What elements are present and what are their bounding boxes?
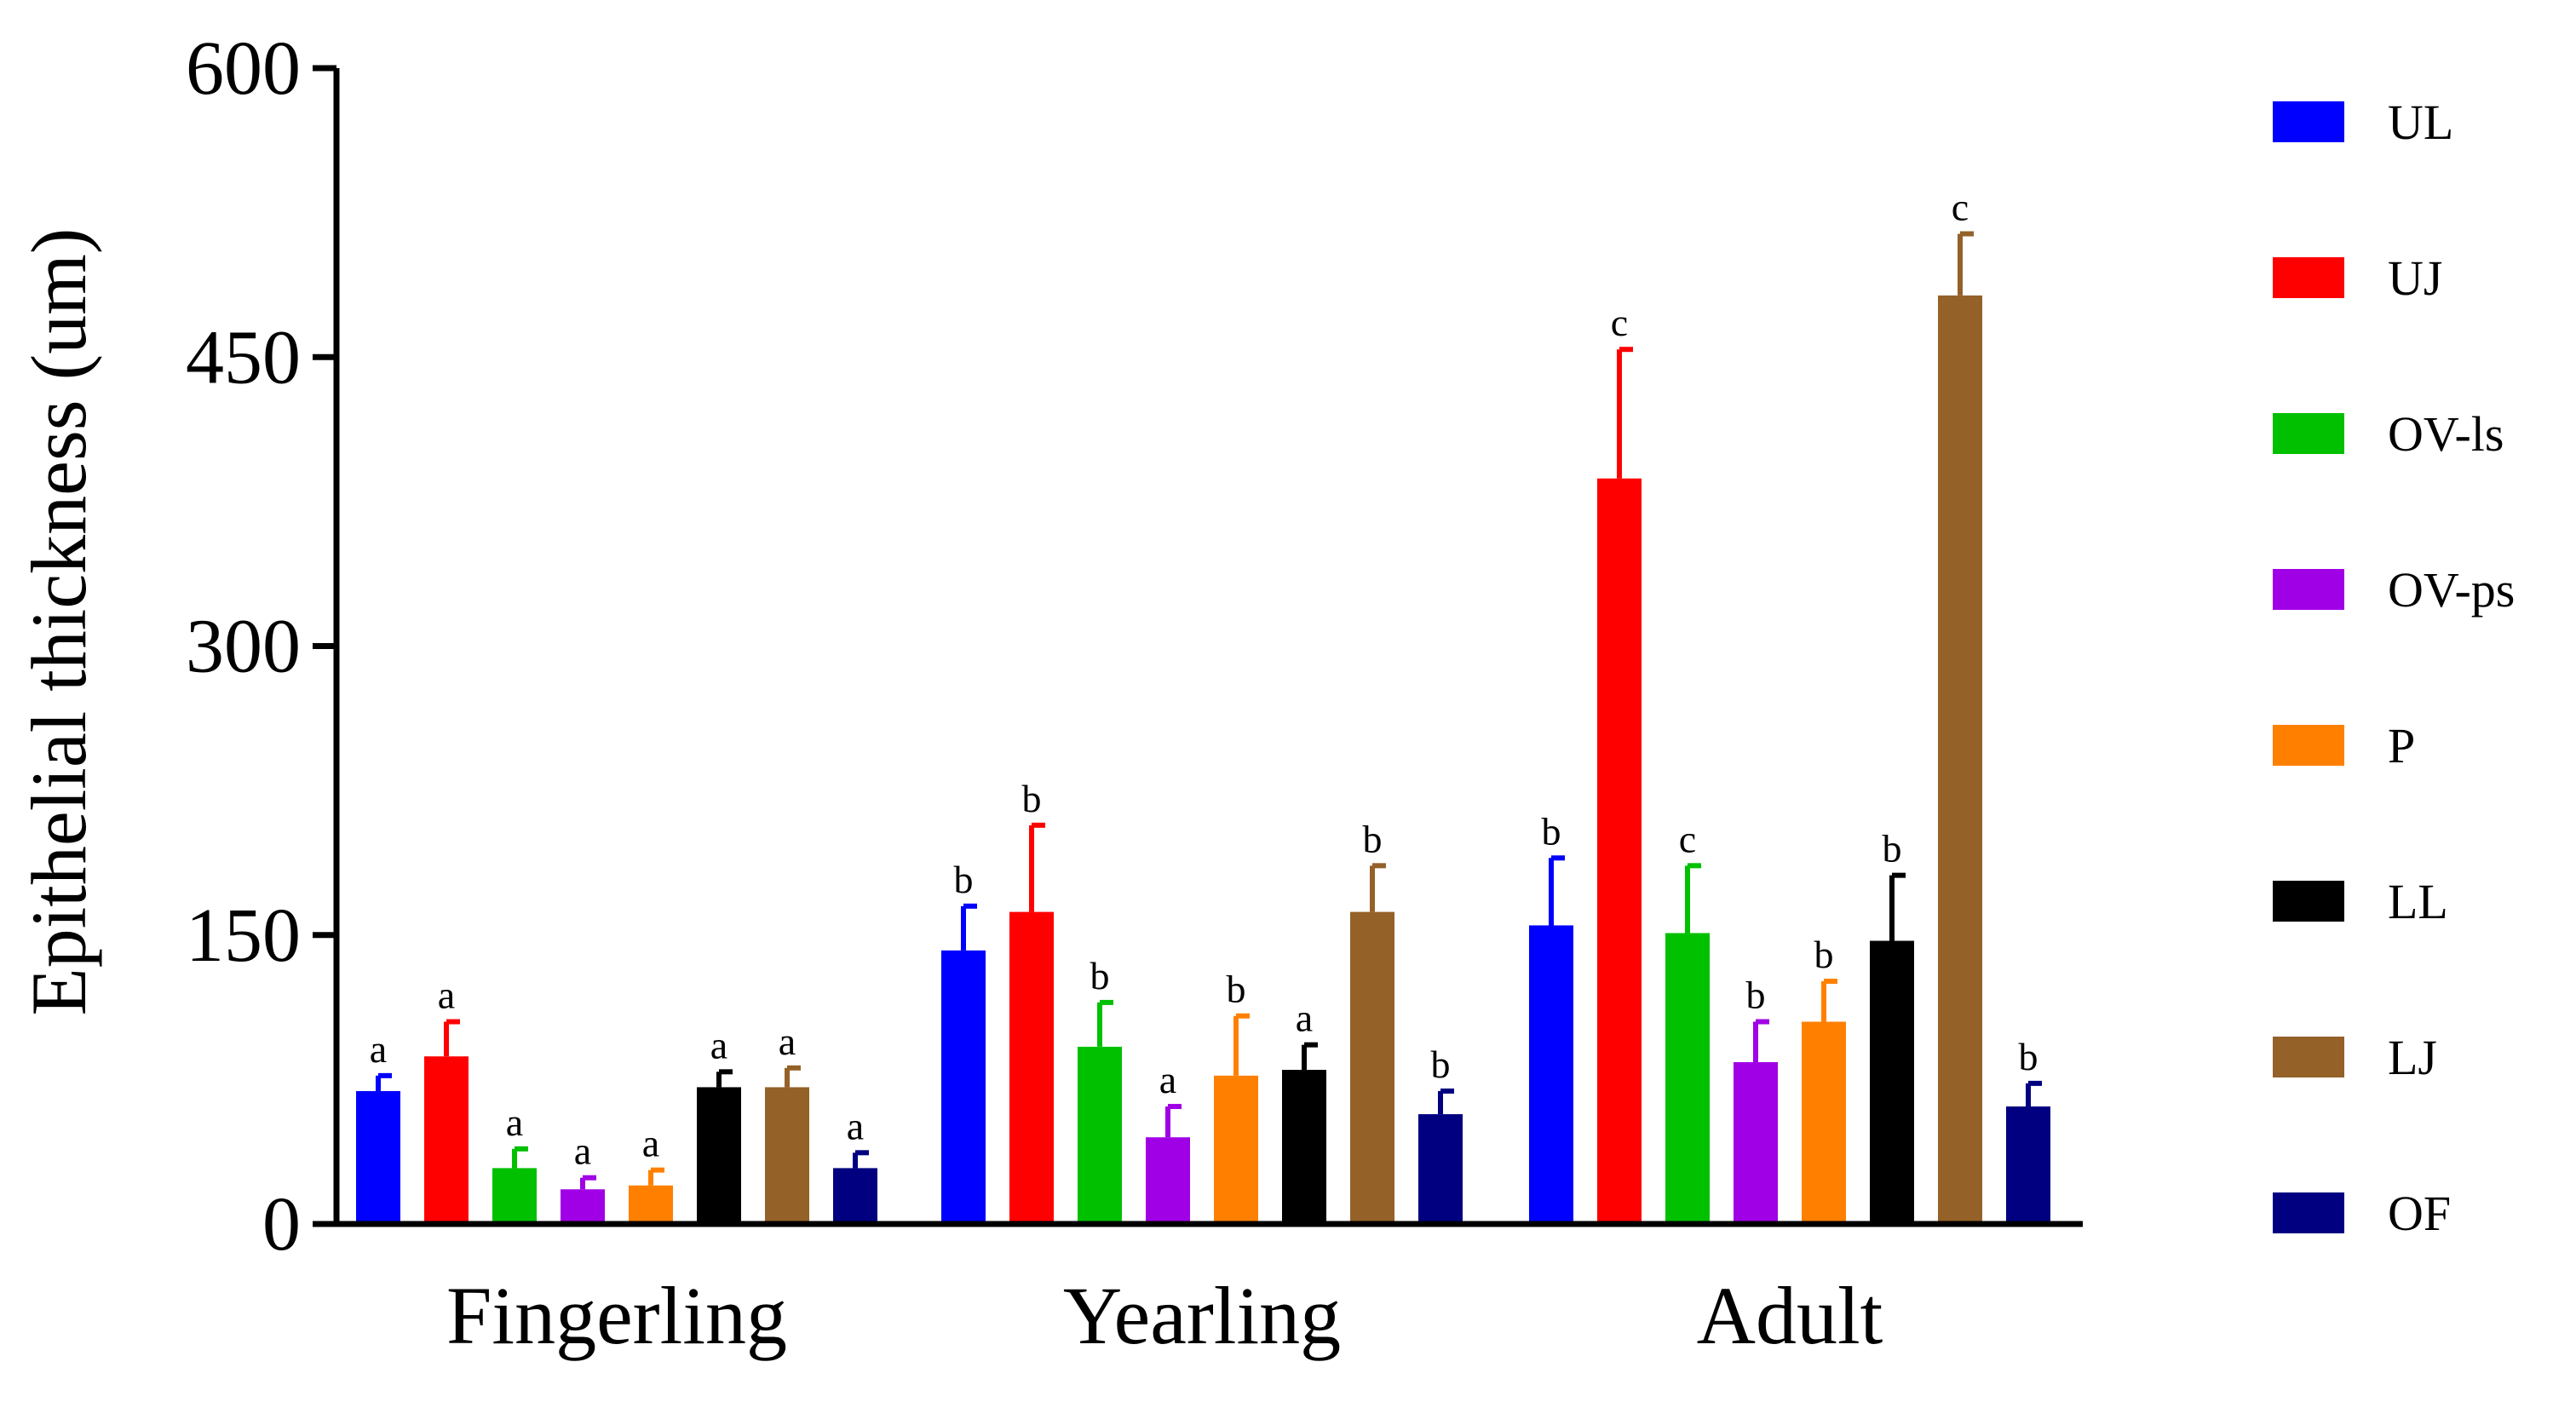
bar [1802,1021,1846,1224]
x-category-label: Yearling [1063,1270,1341,1361]
significance-label: c [1611,301,1628,344]
bar [356,1090,400,1224]
legend-label: OV-ls [2388,406,2504,462]
bar [424,1056,469,1224]
significance-label: a [370,1027,387,1071]
significance-label: a [642,1122,659,1165]
significance-label: b [1746,974,1766,1017]
significance-label: a [574,1129,591,1173]
y-tick-label: 150 [186,893,301,978]
legend-swatch [2273,413,2344,454]
bar [1529,925,1573,1224]
y-axis-title: Epithelial thickness (um) [15,228,102,1016]
significance-label: a [1159,1058,1176,1101]
bar [1350,911,1394,1224]
bar [1938,295,1982,1224]
bar [941,950,986,1224]
bar [1009,911,1054,1224]
bar [1078,1046,1122,1224]
y-axis-ticks: 0 150 300 450 600 [186,26,336,1267]
significance-label: a [506,1100,523,1144]
bars-group: a b b a b c a b c a a b a b b a a b a b c a b b [356,186,2050,1224]
x-category-label: Fingerling [446,1270,787,1361]
significance-label: a [847,1104,864,1147]
y-tick-label: 300 [186,605,301,689]
bar [833,1168,877,1224]
y-tick-label: 600 [186,26,301,111]
significance-label: a [710,1023,727,1066]
significance-label: b [1227,968,1246,1011]
significance-label: a [779,1020,796,1063]
legend-label: OV-ps [2388,562,2515,618]
axes-group [333,68,2083,1227]
significance-label: b [1431,1043,1451,1086]
legend-label: LL [2388,874,2448,929]
legend: UL UJ OV-ls OV-ps P LL LJ OF [2273,95,2515,1241]
legend-swatch [2273,881,2344,922]
legend-label: UJ [2388,250,2442,306]
legend-label: OF [2388,1186,2451,1241]
bar [1146,1137,1190,1224]
bar [492,1168,537,1224]
significance-label: c [1679,817,1696,860]
legend-swatch [2273,101,2344,142]
significance-label: b [1022,777,1042,820]
significance-label: b [1814,933,1834,976]
significance-label: a [438,974,455,1017]
legend-label: LJ [2388,1030,2437,1085]
bar [1282,1070,1326,1224]
bar [765,1087,809,1224]
bar [1597,478,1642,1224]
significance-label: b [1363,817,1383,860]
bar [697,1087,741,1224]
significance-label: b [1542,809,1561,853]
significance-label: c [1952,186,1969,229]
bar [1665,933,1710,1224]
legend-swatch [2273,1192,2344,1233]
bar [1734,1062,1778,1224]
bar [629,1185,673,1224]
y-tick-label: 450 [186,315,301,399]
significance-label: b [1883,827,1902,871]
y-axis-title-group: Epithelial thickness (um) [15,228,102,1016]
bar [1870,940,1914,1224]
y-tick-label: 0 [262,1182,301,1267]
legend-swatch [2273,569,2344,610]
significance-label: a [1296,997,1313,1040]
x-category-label: Adult [1697,1270,1883,1361]
legend-swatch [2273,257,2344,298]
bar [561,1189,605,1224]
bar [1214,1075,1258,1224]
legend-swatch [2273,725,2344,766]
bar [1418,1114,1463,1224]
legend-swatch [2273,1037,2344,1077]
legend-label: P [2388,718,2415,773]
legend-label: UL [2388,95,2453,150]
category-labels: Fingerling Yearling Adult [446,1270,1883,1361]
bar [2006,1106,2050,1224]
significance-label: b [1090,954,1110,997]
significance-label: b [954,858,974,901]
significance-label: b [2019,1035,2038,1078]
